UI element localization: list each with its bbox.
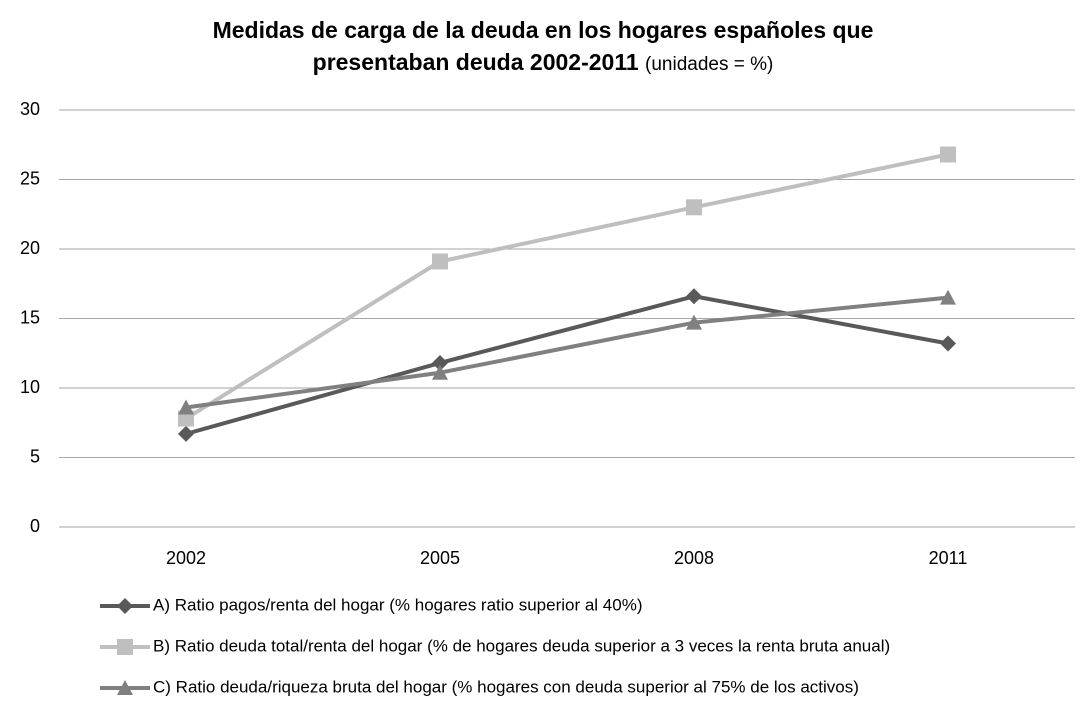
marker [940,335,956,352]
marker [940,289,956,305]
y-tick-label: 5 [30,446,40,466]
chart-subtitle: (unidades = %) [645,54,774,75]
y-tick-label: 0 [30,516,40,536]
y-tick-label: 15 [20,307,40,327]
x-tick-label: 2002 [166,548,206,568]
y-tick-label: 20 [20,238,40,258]
marker [686,288,702,305]
series-line [185,295,949,410]
y-tick-label: 10 [20,377,40,397]
marker [940,146,956,163]
marker [432,354,448,371]
marker [686,314,702,330]
x-tick-label: 2005 [420,548,460,568]
marker [117,598,133,614]
series-line [184,152,949,421]
marker [117,639,133,655]
marker [178,425,194,442]
marker [432,364,448,380]
marker [178,399,194,415]
y-tick-label: 25 [20,168,40,188]
chart-title: Medidas de carga de la deuda en los hoga… [212,17,874,75]
legend-label: B) Ratio deuda total/renta del hogar (% … [153,636,890,655]
legend-label: A) Ratio pagos/renta del hogar (% hogare… [153,595,643,614]
marker [178,410,194,427]
marker [686,199,702,216]
series-line [185,294,949,436]
marker [117,680,133,695]
legend-label: C) Ratio deuda/riqueza bruta del hogar (… [153,677,859,696]
title-block: Medidas de carga de la deuda en los hoga… [143,14,943,81]
marker [432,253,448,270]
y-tick-label: 30 [20,99,40,119]
x-tick-label: 2011 [929,548,968,568]
x-tick-label: 2008 [674,548,714,568]
